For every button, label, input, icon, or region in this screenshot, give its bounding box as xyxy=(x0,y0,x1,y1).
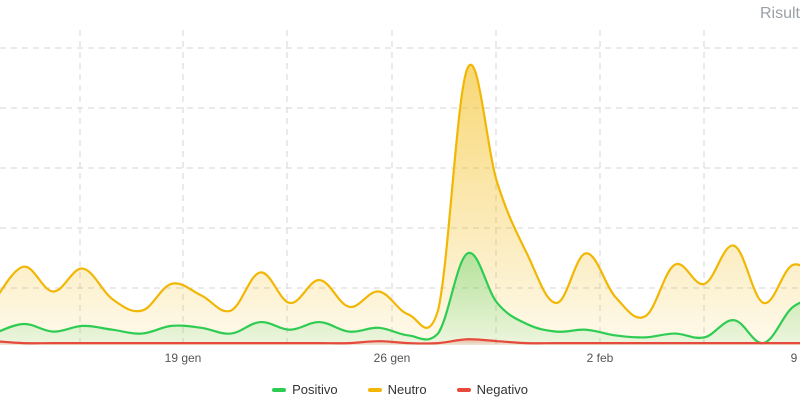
series-line-negativo xyxy=(0,338,800,345)
results-heading: Risult xyxy=(759,5,800,22)
legend-swatch xyxy=(456,387,471,392)
legend-swatch xyxy=(367,387,382,392)
x-tick-label: 9 xyxy=(791,351,798,365)
chart-legend: Positivo Neutro Negativo xyxy=(0,382,800,397)
x-tick-label: 2 feb xyxy=(587,351,614,365)
legend-label: Positivo xyxy=(292,382,338,397)
legend-swatch xyxy=(272,387,287,392)
legend-label: Negativo xyxy=(476,382,528,397)
series-area-neutro xyxy=(0,64,800,345)
legend-label: Neutro xyxy=(387,382,427,397)
series-area-positivo xyxy=(0,253,800,345)
series-line-positivo xyxy=(0,252,800,345)
series-line-neutro xyxy=(0,63,800,329)
x-tick-label: 19 gen xyxy=(165,351,202,365)
legend-item-neutro[interactable]: Neutro xyxy=(367,382,427,397)
legend-item-negativo[interactable]: Negativo xyxy=(456,382,528,397)
x-tick-label: 26 gen xyxy=(374,351,411,365)
legend-item-positivo[interactable]: Positivo xyxy=(272,382,338,397)
